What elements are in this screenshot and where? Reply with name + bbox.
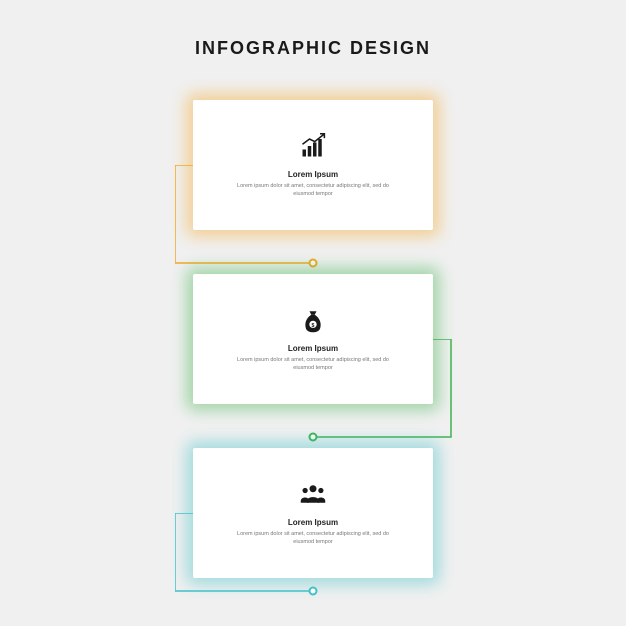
money-bag-icon: $ xyxy=(299,306,327,334)
connector-dot-3 xyxy=(309,587,318,596)
team-icon xyxy=(299,480,327,508)
card-2: $ Lorem Ipsum Lorem ipsum dolor sit amet… xyxy=(193,274,433,404)
svg-text:$: $ xyxy=(312,323,315,329)
card-3: Lorem Ipsum Lorem ipsum dolor sit amet, … xyxy=(193,448,433,578)
card-block-2: $ Lorem Ipsum Lorem ipsum dolor sit amet… xyxy=(193,274,433,404)
connector-dot-2 xyxy=(309,433,318,442)
card-heading-1: Lorem Ipsum xyxy=(288,170,338,179)
page-title: INFOGRAPHIC DESIGN xyxy=(0,38,626,59)
card-1: Lorem Ipsum Lorem ipsum dolor sit amet, … xyxy=(193,100,433,230)
card-block-3: Lorem Ipsum Lorem ipsum dolor sit amet, … xyxy=(193,448,433,578)
card-body-2: Lorem ipsum dolor sit amet, consectetur … xyxy=(233,357,393,372)
card-heading-2: Lorem Ipsum xyxy=(288,344,338,353)
card-block-1: Lorem Ipsum Lorem ipsum dolor sit amet, … xyxy=(193,100,433,230)
card-body-1: Lorem ipsum dolor sit amet, consectetur … xyxy=(233,183,393,198)
card-body-3: Lorem ipsum dolor sit amet, consectetur … xyxy=(233,531,393,546)
connector-dot-1 xyxy=(309,259,318,268)
card-heading-3: Lorem Ipsum xyxy=(288,518,338,527)
growth-chart-icon xyxy=(299,132,327,160)
cards-container: Lorem Ipsum Lorem ipsum dolor sit amet, … xyxy=(183,100,443,622)
